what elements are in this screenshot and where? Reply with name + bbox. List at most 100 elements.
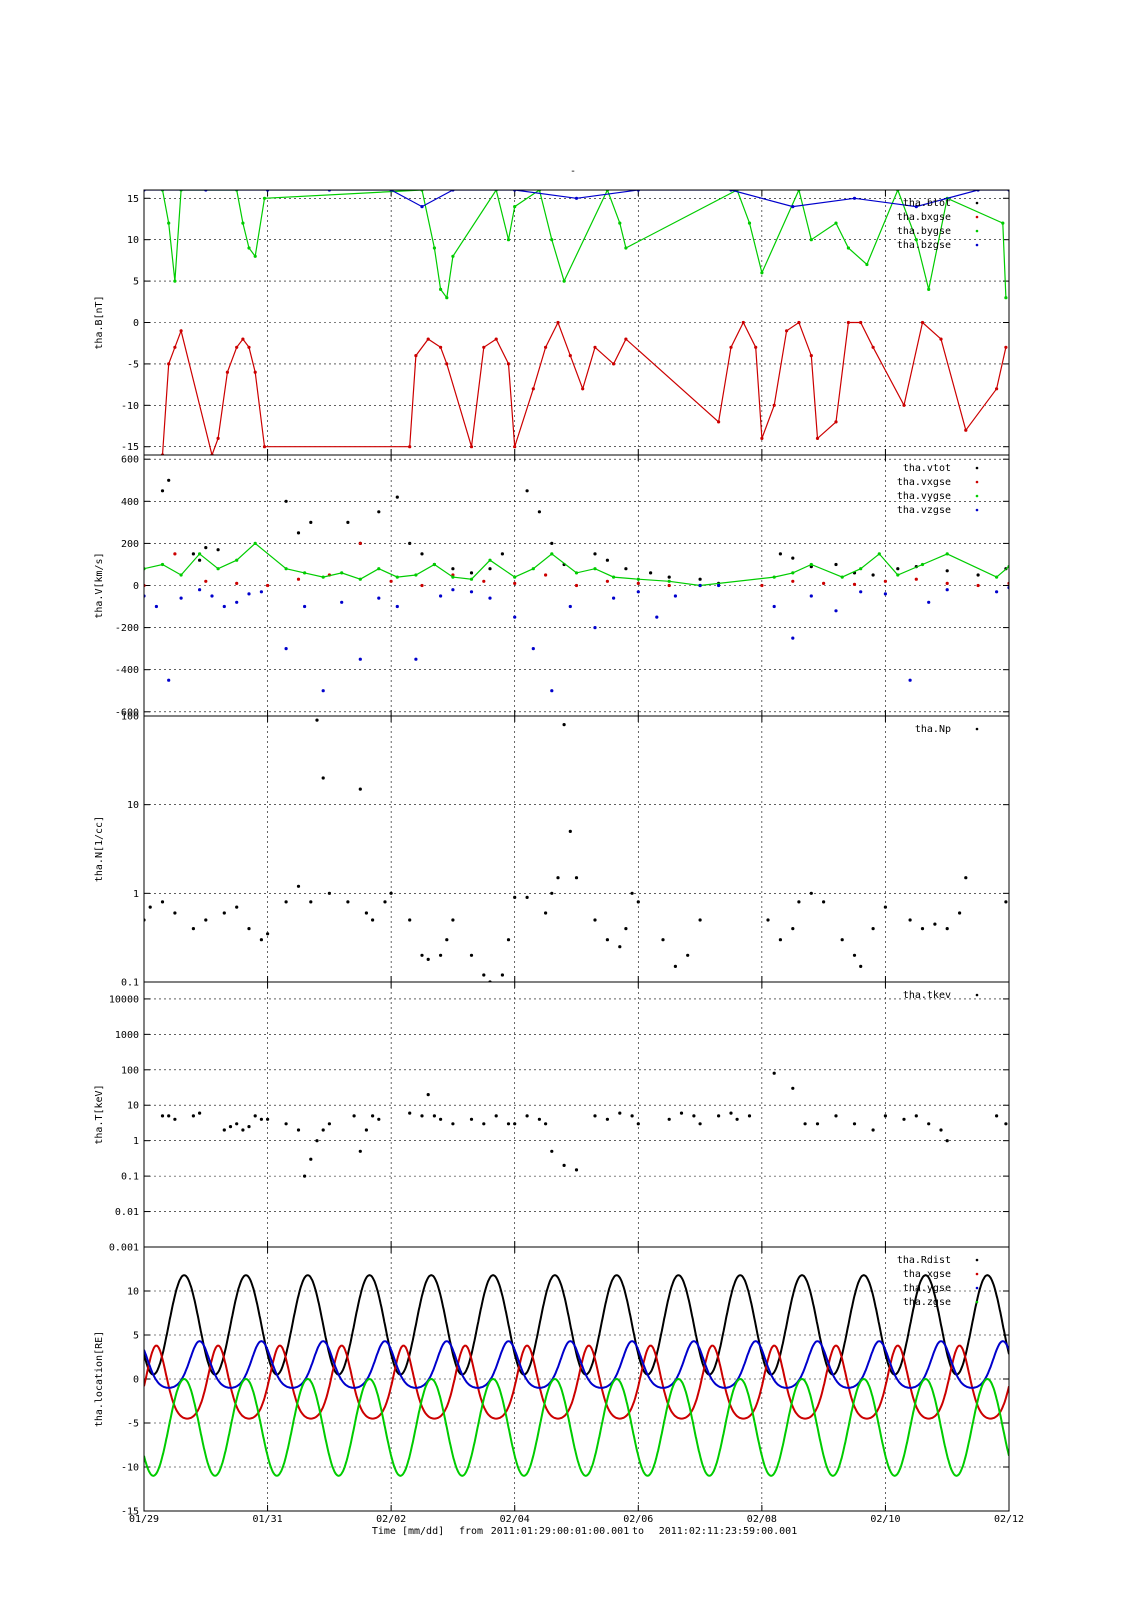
footer: Time [mm/dd] from 2011:01:29:00:01:00.00… <box>372 1526 797 1537</box>
y-tick-label: 10 <box>127 1287 139 1298</box>
y-tick-label: 1 <box>133 889 139 900</box>
data-point-tha.tkev <box>871 1128 875 1132</box>
y-tick-label: -15 <box>121 1507 139 1518</box>
data-point-tha.tkev <box>698 1122 702 1126</box>
data-point-tha.Np <box>624 927 628 931</box>
data-point-tha.Np <box>482 973 486 977</box>
data-point-tha.Np <box>766 918 770 922</box>
data-point-tha.tkev <box>537 1117 542 1121</box>
data-point-tha.Np <box>358 787 362 791</box>
data-point-tha.tkev <box>679 1111 684 1115</box>
data-point-tha.vtot <box>395 495 399 499</box>
data-point-tha.bxgse <box>531 387 535 391</box>
data-point-tha.tkev <box>327 1122 331 1126</box>
data-point-tha.vygse <box>451 575 455 579</box>
legend-label: tha.vtot <box>903 463 951 474</box>
data-point-tha.vzgse <box>488 596 492 600</box>
y-tick-label: 10 <box>127 800 139 811</box>
data-point-tha.vtot <box>488 567 492 571</box>
data-point-tha.tkev <box>1004 1122 1008 1126</box>
data-point-tha.Np <box>840 938 844 942</box>
data-point-tha.bygse <box>760 271 764 275</box>
legend-swatch <box>975 993 979 997</box>
data-point-tha.tkev <box>815 1122 820 1126</box>
data-point-tha.vzgse <box>636 590 640 594</box>
data-point-tha.Np <box>235 905 239 909</box>
y-tick-label: -10 <box>121 1463 139 1474</box>
data-point-tha.tkev <box>834 1114 838 1118</box>
data-point-tha.vygse <box>395 575 399 579</box>
data-point-tha.vtot <box>451 567 455 571</box>
panel-5: 10 5 0 -5 -10 -15 tha.Rdist tha.xgse tha.ygse tha… <box>94 1246 1010 1518</box>
data-point-tha.vzgse <box>531 647 535 651</box>
data-point-tha.vzgse <box>222 604 226 609</box>
y-axis-label: tha.T[keV] <box>94 1084 105 1144</box>
data-point-tha.bxgse <box>568 354 572 358</box>
data-point-tha.vtot <box>296 531 301 535</box>
data-point-tha.tkev <box>259 1117 263 1121</box>
data-point-tha.Np <box>371 918 375 922</box>
data-point-tha.vygse <box>216 567 220 571</box>
data-point-tha.bxgse <box>556 320 560 325</box>
data-point-tha.vxgse <box>667 583 671 588</box>
data-point-tha.Np <box>389 891 393 895</box>
x-tick-label: 01/29 <box>129 1514 159 1525</box>
data-point-tha.vtot <box>216 548 220 552</box>
data-point-tha.vzgse <box>772 604 776 609</box>
y-tick-label: -200 <box>115 623 139 634</box>
legend-label: tha.bygse <box>897 226 951 237</box>
data-point-tha.tkev <box>377 1117 381 1121</box>
data-point-tha.Np <box>908 918 912 922</box>
data-point-tha.Np <box>556 876 560 880</box>
data-point-tha.Np <box>686 953 690 957</box>
data-point-tha.vzgse <box>284 647 288 651</box>
legend-label: tha.ygse <box>903 1283 951 1294</box>
data-point-tha.vtot <box>550 541 554 546</box>
y-tick-label: 10 <box>127 235 139 246</box>
data-point-tha.Np <box>364 911 368 915</box>
data-point-tha.vtot <box>204 546 208 550</box>
data-point-tha.tkev <box>927 1122 931 1126</box>
data-point-tha.Np <box>920 927 925 931</box>
data-point-tha.bxgse <box>809 354 813 358</box>
series-line-tha.bygse <box>161 190 1007 300</box>
legend-label: tha.xgse <box>903 1269 951 1280</box>
legend-swatch <box>975 480 979 484</box>
legend-swatch <box>975 201 979 205</box>
data-point-tha.vygse <box>772 575 776 579</box>
data-point-tha.vygse <box>235 558 239 562</box>
data-point-tha.vtot <box>649 571 653 575</box>
data-point-tha.vygse <box>469 577 474 581</box>
data-point-tha.vxgse <box>605 579 610 583</box>
data-point-tha.vzgse <box>513 615 517 619</box>
panel-frame <box>143 715 1010 983</box>
data-point-tha.bxgse <box>506 362 511 366</box>
data-point-tha.vxgse <box>791 579 795 583</box>
data-point-tha.vzgse <box>340 600 344 604</box>
data-point-tha.vygse <box>321 575 325 579</box>
data-point-tha.vxgse <box>173 552 177 556</box>
data-point-tha.Np <box>550 891 554 895</box>
data-point-tha.bxgse <box>729 345 733 349</box>
data-point-tha.vygse <box>253 541 257 546</box>
data-point-tha.bzgse <box>574 196 579 200</box>
data-point-tha.bygse <box>262 196 267 200</box>
data-point-tha.bzgse <box>420 205 424 209</box>
data-point-tha.Np <box>958 911 962 915</box>
data-point-tha.bygse <box>562 279 566 283</box>
data-point-tha.vygse <box>877 552 881 556</box>
x-axis: 01/29 01/31 02/02 02/04 02/06 02/08 02/10 02/12 <box>129 1514 1024 1525</box>
data-point-tha.Np <box>822 900 826 904</box>
data-point-tha.bxgse <box>408 445 412 449</box>
data-point-tha.Np <box>426 957 430 962</box>
panel-frame <box>143 1246 1010 1512</box>
data-point-tha.Np <box>321 776 325 780</box>
x-tick-label: 01/31 <box>253 1514 283 1525</box>
panel-1: 15 10 5 0 -5 -10 -15 tha.btot tha.bxgse tha.bygse… <box>94 189 1010 456</box>
data-point-tha.tkev <box>321 1128 325 1132</box>
legend-swatch <box>975 1272 979 1276</box>
data-point-tha.Np <box>445 938 449 942</box>
footer-from-value: 2011:01:29:00:01:00.001 <box>491 1526 629 1537</box>
data-point-tha.vygse <box>160 562 165 567</box>
data-point-tha.Np <box>469 953 474 957</box>
